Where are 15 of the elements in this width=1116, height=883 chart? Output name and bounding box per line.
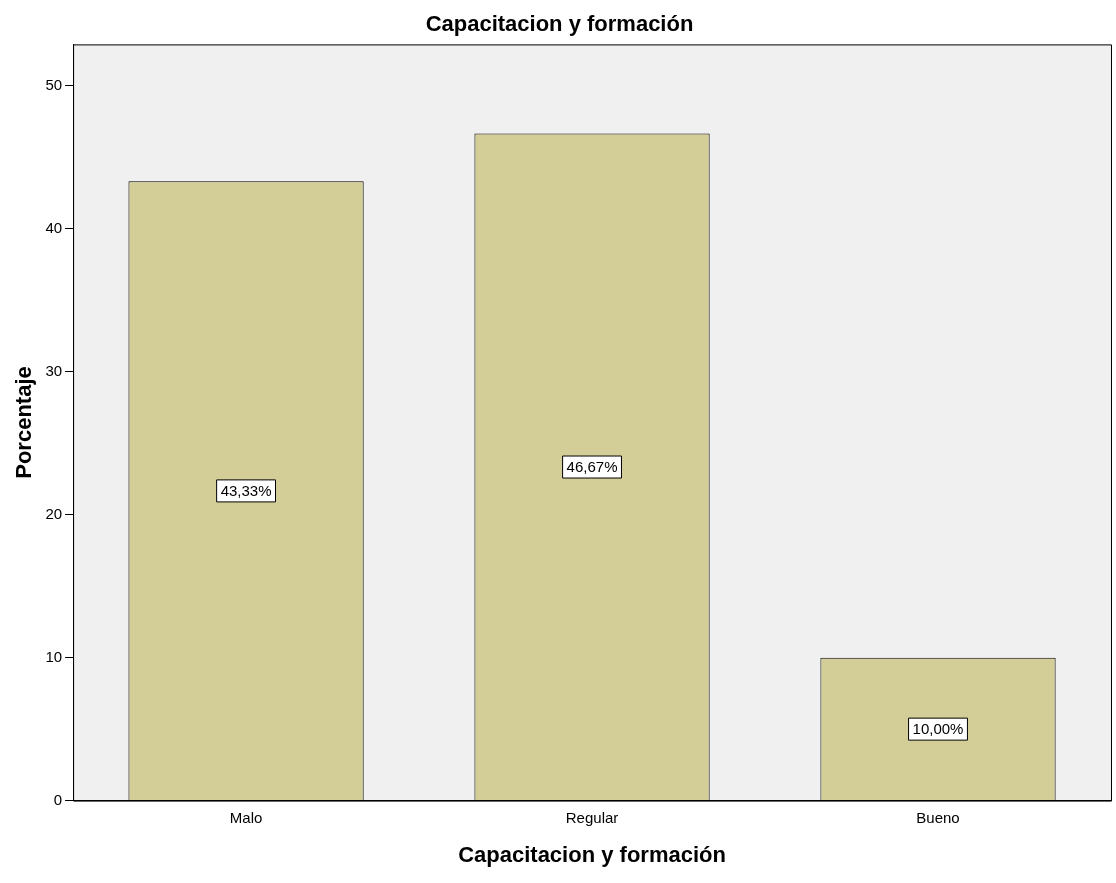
x-tick-label: Regular [565,808,619,826]
y-tick-label: 20 [45,504,63,522]
data-label: 43,33% [220,482,272,500]
x-tick-label: Bueno [916,808,960,826]
y-tick-label: 30 [45,361,63,379]
chart-title: Capacitacion y formación [425,11,694,37]
y-tick-label: 0 [53,790,63,808]
y-tick-label: 50 [45,76,63,93]
data-label: 10,00% [912,720,964,738]
y-axis-title: Porcentaje [11,366,37,479]
data-label: 46,67% [566,458,618,476]
x-tick-label: Malo [229,808,263,826]
y-tick-label: 40 [45,218,63,236]
y-tick-label: 10 [45,647,63,665]
x-axis-title: Capacitacion y formación [458,841,726,867]
